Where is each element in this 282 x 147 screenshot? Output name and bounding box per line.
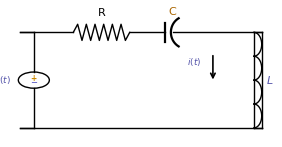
Text: R: R: [98, 8, 105, 18]
Text: $v(t)$: $v(t)$: [0, 74, 11, 86]
Text: C: C: [168, 7, 176, 17]
Text: $L$: $L$: [266, 74, 274, 86]
Text: $i(t)$: $i(t)$: [187, 56, 202, 68]
Text: −: −: [30, 78, 37, 87]
Text: +: +: [31, 74, 37, 83]
